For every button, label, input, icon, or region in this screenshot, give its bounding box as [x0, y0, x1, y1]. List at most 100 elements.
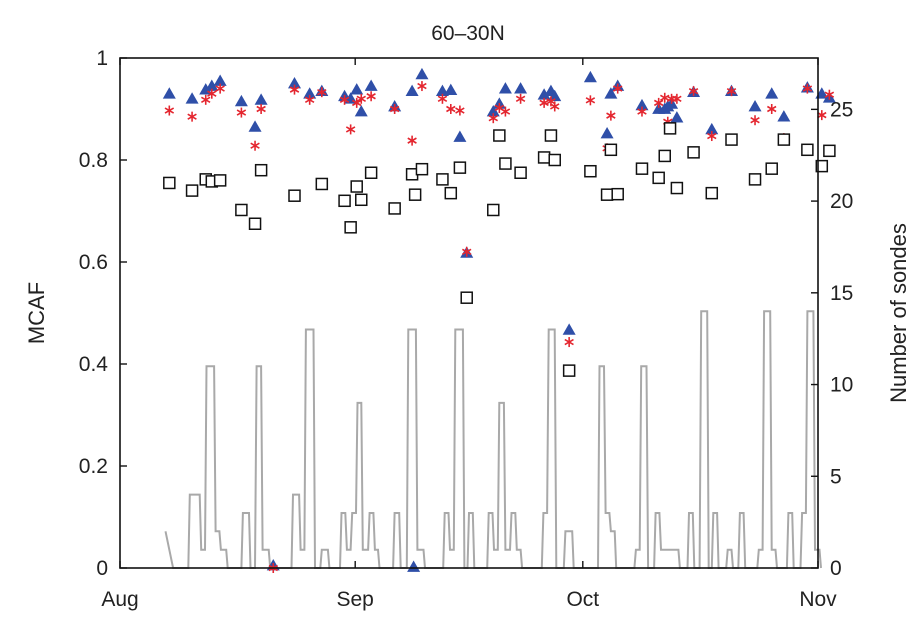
asterisk-marker [345, 124, 356, 135]
asterisk-marker [585, 95, 596, 106]
square-marker [687, 146, 700, 159]
triangle-marker [486, 105, 500, 117]
y-tick-label-right: 5 [830, 465, 842, 488]
y-tick-label-right: 15 [830, 282, 853, 305]
asterisk-marker [304, 94, 315, 105]
square-marker [493, 129, 506, 142]
y-axis-label-right: Number of sondes [886, 223, 911, 403]
triangle-marker [514, 82, 528, 94]
asterisk-marker [500, 106, 511, 117]
triangle-marker [254, 93, 268, 105]
triangle-marker [777, 110, 791, 122]
square-marker [823, 144, 836, 158]
y-tick-label-left: 0.4 [79, 353, 109, 376]
y-tick-label-left: 1 [96, 47, 108, 70]
square-marker [254, 163, 268, 177]
asterisk-marker [515, 93, 526, 104]
triangle-marker [288, 77, 301, 89]
square-marker [213, 174, 227, 187]
triangle-marker [407, 560, 421, 572]
square-marker [350, 180, 363, 193]
square-marker [460, 291, 473, 304]
asterisk-marker [750, 115, 760, 126]
triangle-marker [748, 99, 762, 112]
square-marker [514, 166, 527, 179]
square-marker [338, 194, 351, 208]
x-tick-label: Sep [337, 588, 374, 611]
square-marker [235, 203, 248, 217]
triangle-marker [705, 122, 719, 135]
asterisk-marker [539, 97, 549, 108]
asterisk-marker [817, 110, 827, 121]
asterisk-marker [201, 94, 211, 105]
x-tick-label: Oct [566, 588, 599, 611]
y-tick-label-right: 0 [830, 557, 842, 580]
square-marker [248, 217, 262, 230]
triangle-marker [405, 84, 419, 97]
square-marker [185, 184, 199, 197]
square-marker [388, 202, 401, 215]
triangle-marker [213, 74, 227, 86]
triangle-marker [600, 126, 614, 139]
square-marker [453, 161, 467, 174]
asterisk-marker [256, 104, 266, 114]
triangle-marker [303, 87, 317, 99]
y-tick-label-right: 25 [830, 98, 853, 121]
sonde-count-step-line [164, 310, 822, 569]
y-tick-label-left: 0 [96, 557, 108, 580]
asterisk-marker [688, 86, 699, 97]
asterisk-marker [672, 93, 682, 104]
asterisk-marker [446, 104, 456, 114]
triangle-marker [537, 88, 551, 100]
square-marker [436, 173, 449, 186]
triangle-marker [562, 323, 576, 335]
square-marker [163, 176, 176, 190]
asterisk-marker [187, 111, 197, 122]
square-marker [415, 162, 429, 176]
square-marker [584, 164, 597, 178]
square-marker [658, 149, 671, 163]
square-marker [815, 159, 829, 173]
square-marker [652, 171, 665, 185]
asterisk-marker [564, 337, 574, 348]
asterisk-marker [606, 110, 616, 121]
triangle-marker [583, 70, 597, 83]
asterisk-marker [488, 113, 499, 124]
triangle-marker [635, 98, 649, 111]
square-marker [548, 153, 561, 167]
triangle-marker [354, 105, 368, 117]
asterisk-marker [455, 105, 465, 116]
triangle-marker [498, 82, 512, 94]
triangle-marker [415, 67, 429, 80]
asterisk-marker [339, 94, 350, 105]
asterisk-marker [317, 87, 327, 98]
triangle-marker [185, 92, 199, 104]
x-tick-label: Nov [799, 588, 837, 611]
asterisk-marker [802, 83, 813, 94]
square-marker [562, 364, 576, 377]
square-marker [705, 186, 719, 200]
plot-frame [119, 57, 819, 569]
sonde-count-layer [164, 310, 822, 569]
triangle-marker [670, 111, 684, 123]
asterisk-marker [766, 104, 777, 114]
asterisk-marker [164, 105, 175, 116]
asterisk-marker [356, 93, 366, 104]
triangle-marker [248, 120, 262, 132]
square-marker [801, 143, 814, 157]
asterisk-marker [289, 84, 300, 95]
square-marker [444, 186, 458, 200]
square-marker [364, 166, 378, 179]
asterisk-marker [250, 140, 260, 151]
asterisk-marker [461, 246, 472, 257]
asterisk-marker [653, 97, 664, 108]
square-marker [663, 122, 677, 135]
square-marker [315, 177, 329, 191]
triangle-marker [162, 87, 176, 99]
data-markers [162, 67, 836, 573]
asterisk-marker [417, 81, 427, 92]
triangle-marker [364, 79, 378, 91]
y-tick-label-left: 0.6 [79, 251, 108, 274]
